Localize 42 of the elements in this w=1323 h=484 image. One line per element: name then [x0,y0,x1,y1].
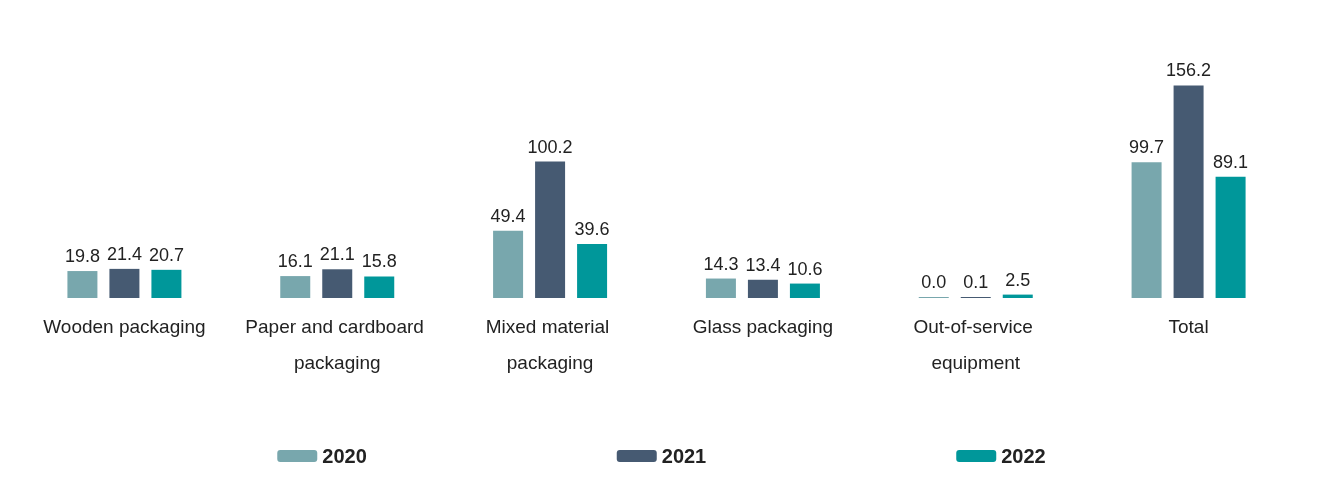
data-label: 21.4 [106,243,142,264]
data-label: 16.1 [277,251,313,272]
x-tick-label: Wooden packaging [43,315,206,337]
data-label: 89.1 [1213,151,1249,172]
data-label: 21.1 [319,244,355,265]
data-label: 99.7 [1129,137,1165,158]
bar [67,271,98,298]
bar [280,276,311,298]
x-tick-label: Total [1168,315,1209,337]
data-label: 2.5 [1005,269,1031,290]
data-label: 0.1 [963,272,989,292]
data-label: 0.0 [921,272,947,292]
x-tick-label: Paper and cardboard packaging [245,315,430,373]
bar [535,161,566,298]
bar [364,276,395,298]
bar [705,278,736,298]
x-tick-label: Mixed material packaging [485,315,615,373]
data-label: 39.6 [574,219,610,240]
bar [493,230,524,298]
bar [109,268,140,298]
data-label: 20.7 [148,244,184,265]
bar [151,269,182,298]
legend-label: 2021 [661,445,707,467]
bar [1131,162,1162,298]
bar [747,279,778,298]
bar [577,244,608,298]
data-label: 14.3 [703,253,739,274]
bar [789,283,820,298]
data-label: 13.4 [745,254,781,275]
legend-label: 2020 [322,445,367,467]
data-label: 19.8 [64,246,100,267]
data-label: 156.2 [1166,60,1212,81]
data-label: 15.8 [361,251,397,272]
bar [1173,85,1204,298]
data-label: 49.4 [490,205,526,226]
data-label: 10.6 [787,258,823,279]
bar [1215,176,1246,298]
data-label: 100.2 [527,136,573,157]
legend-label: 2022 [1001,445,1046,467]
x-tick-label: Out-of-service equipment [913,315,1039,373]
bar [322,269,353,298]
x-tick-label: Glass packaging [692,315,834,337]
